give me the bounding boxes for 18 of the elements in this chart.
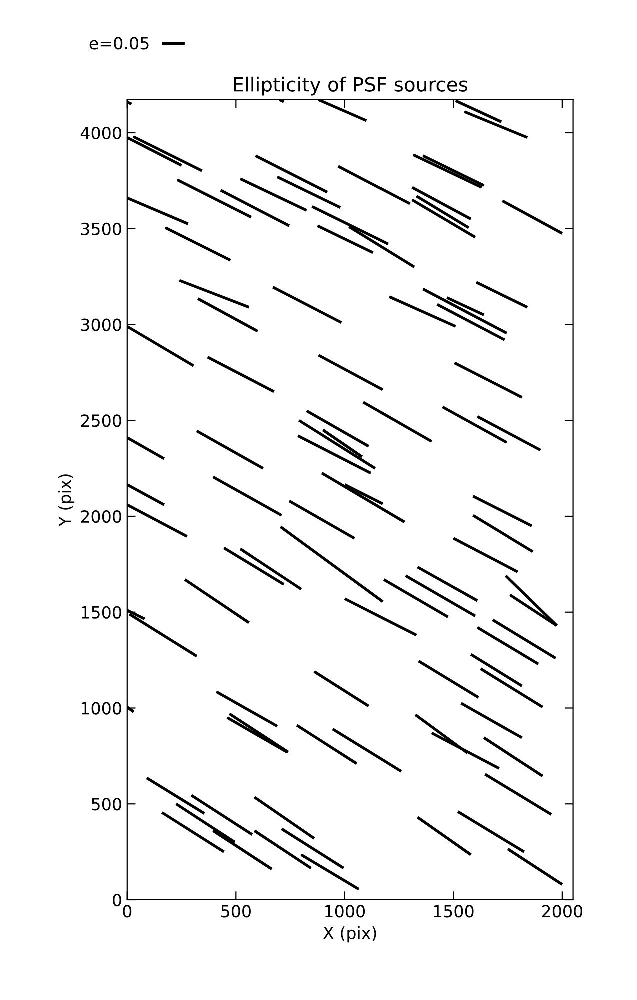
legend-label: e=0.05 [90, 37, 149, 50]
x-tick-label: 2000 [542, 905, 583, 918]
y-tick-label: 500 [92, 798, 122, 811]
y-axis-title: Y (pix) [58, 474, 75, 527]
chart-title: Ellipticity of PSF sources [234, 76, 468, 96]
x-tick-label: 0 [123, 905, 132, 918]
x-tick-label: 1000 [326, 905, 366, 918]
x-tick-label: 500 [222, 905, 251, 918]
y-tick-label: 1500 [82, 606, 122, 619]
y-tick-label: 3000 [81, 318, 122, 332]
x-axis-title: X (pix) [323, 926, 376, 943]
y-tick-label: 2500 [81, 414, 122, 428]
x-tick-label: 1500 [434, 905, 474, 918]
y-tick-label: 3500 [81, 222, 122, 236]
y-tick-label: 2000 [81, 510, 122, 524]
y-tick-label: 1000 [82, 702, 122, 715]
y-tick-label: 4000 [80, 126, 122, 140]
y-tick-label: 0 [113, 894, 122, 907]
